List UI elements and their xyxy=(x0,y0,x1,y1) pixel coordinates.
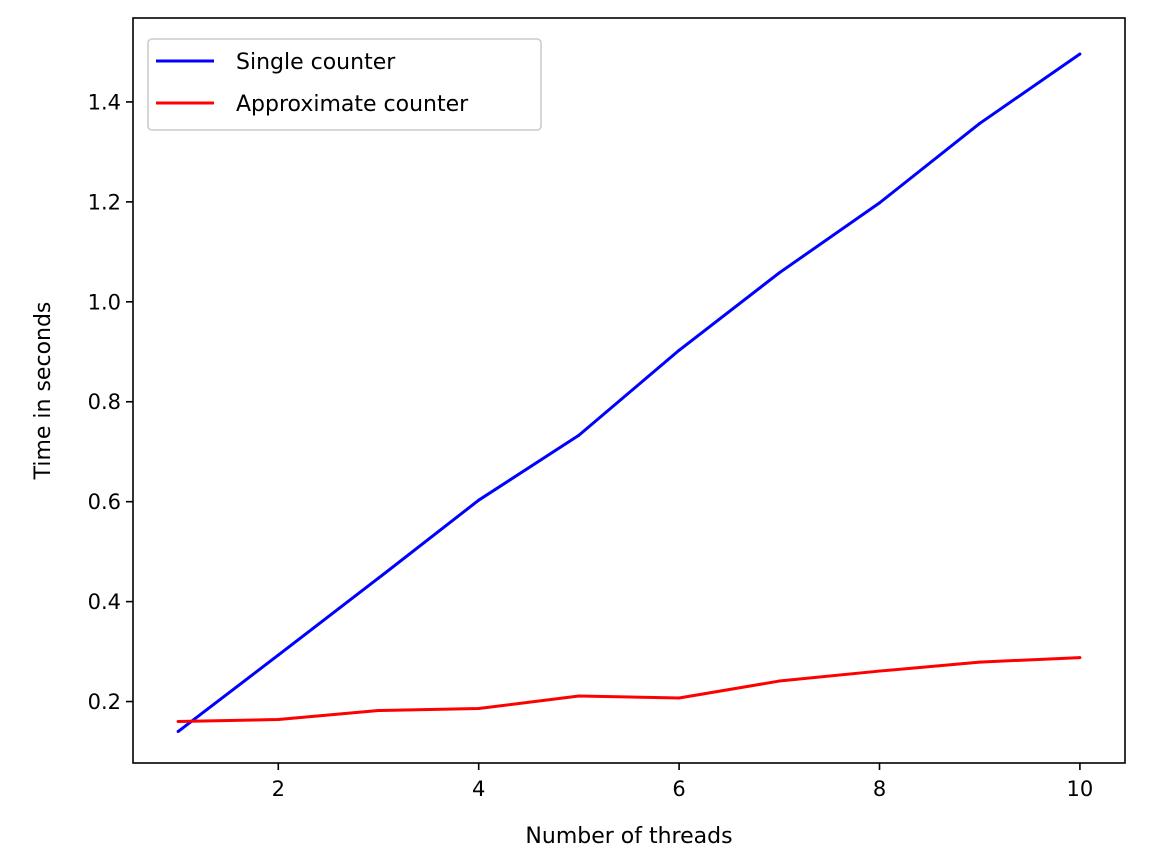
data-point-approximate-counter xyxy=(176,720,180,724)
data-point-approximate-counter xyxy=(777,679,781,683)
x-axis-label: Number of threads xyxy=(525,824,732,849)
data-point-approximate-counter xyxy=(477,707,481,711)
series-line-approximate-counter xyxy=(178,656,1080,724)
y-tick-label: 0.6 xyxy=(88,490,121,514)
x-axis-ticks: 2 4 6 8 10 xyxy=(272,763,1094,801)
data-point-single-counter xyxy=(577,433,581,437)
legend-label-single-counter: Single counter xyxy=(236,50,396,75)
data-point-approximate-counter xyxy=(978,660,982,664)
x-tick-label: 6 xyxy=(672,777,685,801)
data-point-single-counter xyxy=(677,348,681,352)
plot-area-frame xyxy=(132,17,1126,764)
data-point-approximate-counter xyxy=(1078,656,1082,660)
data-point-single-counter xyxy=(777,271,781,275)
y-tick-label: 1.2 xyxy=(88,190,121,214)
data-point-single-counter xyxy=(276,653,280,657)
x-tick-label: 8 xyxy=(873,777,886,801)
y-tick-label: 1.4 xyxy=(88,90,121,114)
data-point-approximate-counter xyxy=(577,694,581,698)
data-point-approximate-counter xyxy=(677,696,681,700)
data-point-single-counter xyxy=(978,121,982,125)
legend-label-approximate-counter: Approximate counter xyxy=(236,92,469,117)
legend-box xyxy=(147,38,542,131)
y-tick-label: 0.2 xyxy=(88,690,121,714)
data-point-approximate-counter xyxy=(376,709,380,713)
data-point-single-counter xyxy=(878,201,882,205)
x-tick-label: 2 xyxy=(272,777,285,801)
data-point-approximate-counter xyxy=(878,669,882,673)
legend: Single counter Approximate counter xyxy=(147,38,542,131)
data-point-single-counter xyxy=(176,730,180,734)
series-line-single-counter xyxy=(177,52,1081,733)
y-axis-label: Time in seconds xyxy=(31,302,56,481)
data-point-single-counter xyxy=(376,576,380,580)
series-layer xyxy=(176,52,1082,734)
y-tick-label: 1.0 xyxy=(88,290,121,314)
data-point-single-counter xyxy=(1078,52,1082,56)
data-point-approximate-counter xyxy=(276,718,280,722)
x-tick-label: 4 xyxy=(472,777,485,801)
y-tick-label: 0.4 xyxy=(88,590,121,614)
x-tick-label: 10 xyxy=(1067,777,1094,801)
data-point-single-counter xyxy=(477,498,481,502)
y-axis-ticks: 0.2 0.4 0.6 0.8 1.0 1.2 1.4 xyxy=(88,90,133,714)
y-tick-label: 0.8 xyxy=(88,390,121,414)
